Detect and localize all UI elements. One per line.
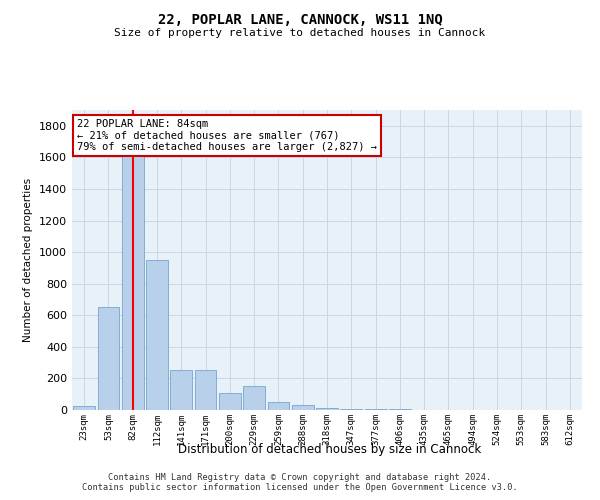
Text: Contains public sector information licensed under the Open Government Licence v3: Contains public sector information licen… [82, 484, 518, 492]
Bar [389, 409, 411, 410]
Bar [122, 150, 143, 410]
Bar [340, 409, 362, 410]
Bar [292, 406, 314, 410]
Bar [97, 308, 119, 410]
Text: Contains HM Land Registry data © Crown copyright and database right 2024.: Contains HM Land Registry data © Crown c… [109, 474, 491, 482]
Text: Distribution of detached houses by size in Cannock: Distribution of detached houses by size … [178, 444, 482, 456]
Bar [194, 370, 217, 410]
Bar [73, 406, 95, 410]
Text: Size of property relative to detached houses in Cannock: Size of property relative to detached ho… [115, 28, 485, 38]
Bar [170, 370, 192, 410]
Y-axis label: Number of detached properties: Number of detached properties [23, 178, 34, 342]
Text: 22, POPLAR LANE, CANNOCK, WS11 1NQ: 22, POPLAR LANE, CANNOCK, WS11 1NQ [158, 12, 442, 26]
Text: 22 POPLAR LANE: 84sqm
← 21% of detached houses are smaller (767)
79% of semi-det: 22 POPLAR LANE: 84sqm ← 21% of detached … [77, 119, 377, 152]
Bar [268, 402, 289, 410]
Bar [243, 386, 265, 410]
Bar [219, 394, 241, 410]
Bar [146, 260, 168, 410]
Bar [316, 408, 338, 410]
Bar [365, 409, 386, 410]
